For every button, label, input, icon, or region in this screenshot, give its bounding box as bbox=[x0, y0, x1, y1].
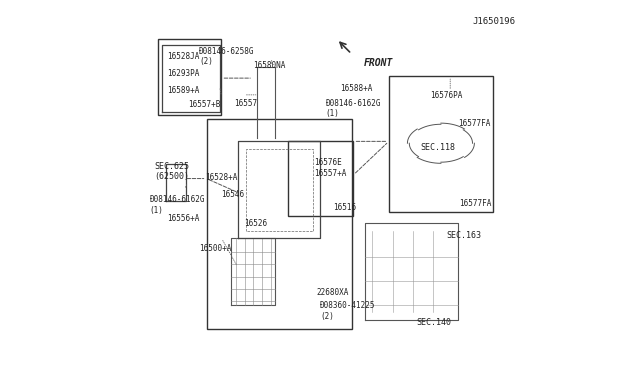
Text: Ð08146-6162G
(1): Ð08146-6162G (1) bbox=[150, 195, 205, 215]
Text: 16576E: 16576E bbox=[314, 158, 342, 167]
Text: 16546: 16546 bbox=[221, 190, 244, 199]
Text: 16588+A: 16588+A bbox=[340, 84, 373, 93]
Text: 16557: 16557 bbox=[234, 99, 257, 108]
Bar bbox=[389, 76, 493, 212]
Text: SEC.140: SEC.140 bbox=[417, 318, 452, 327]
Text: 16526: 16526 bbox=[244, 219, 267, 228]
Text: SEC.163: SEC.163 bbox=[447, 231, 481, 240]
Text: J1650196: J1650196 bbox=[472, 17, 516, 26]
Text: Ð08146-6162G
(1): Ð08146-6162G (1) bbox=[326, 99, 381, 118]
Text: 16500+A: 16500+A bbox=[199, 244, 232, 253]
Text: Ð08146-6258G
(2): Ð08146-6258G (2) bbox=[199, 46, 255, 66]
Bar bbox=[289, 141, 353, 216]
Text: 16589+A: 16589+A bbox=[168, 86, 200, 94]
Text: FRONT: FRONT bbox=[364, 58, 393, 68]
Text: 16516: 16516 bbox=[333, 203, 356, 212]
Text: Ð08360-41225
(2): Ð08360-41225 (2) bbox=[320, 301, 376, 321]
Bar bbox=[158, 39, 221, 115]
Text: 16577FA: 16577FA bbox=[458, 119, 490, 128]
Text: 16580NA: 16580NA bbox=[253, 61, 285, 70]
Text: SEC.625
(62500): SEC.625 (62500) bbox=[154, 162, 189, 181]
Text: 16577FA: 16577FA bbox=[460, 199, 492, 208]
Text: 16556+A: 16556+A bbox=[168, 214, 200, 223]
Text: 16528JA: 16528JA bbox=[167, 52, 199, 61]
Text: 22680XA: 22680XA bbox=[316, 288, 349, 297]
Text: 16557+B: 16557+B bbox=[188, 100, 220, 109]
Text: 16576PA: 16576PA bbox=[429, 91, 462, 100]
Text: SEC.118: SEC.118 bbox=[420, 143, 456, 152]
Bar bbox=[207, 119, 351, 329]
Text: 16557+A: 16557+A bbox=[314, 169, 347, 178]
Text: 16293PA: 16293PA bbox=[168, 69, 200, 78]
Text: 16528+A: 16528+A bbox=[205, 173, 237, 182]
